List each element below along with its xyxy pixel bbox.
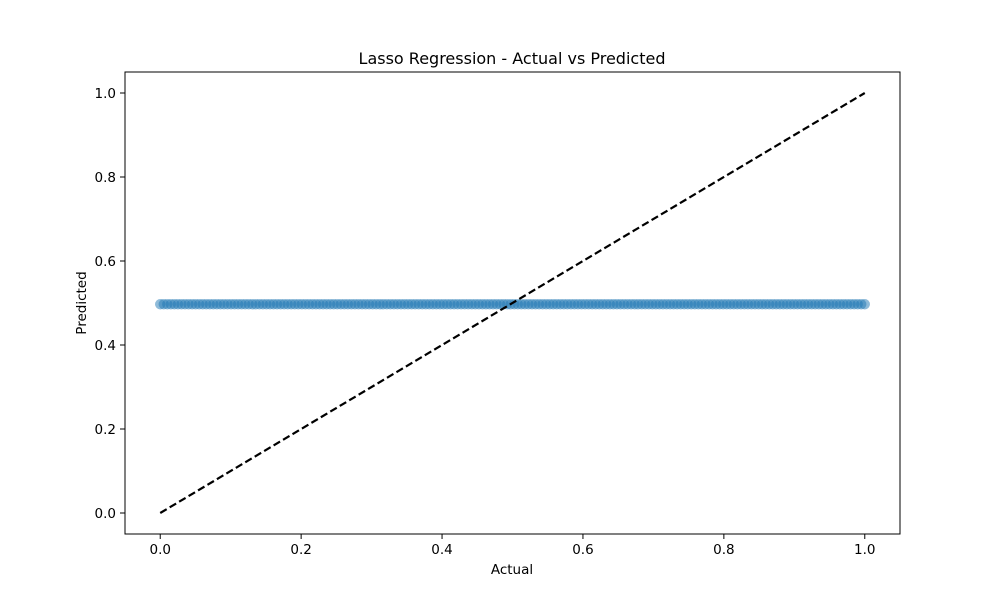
y-tick-label: 0.4 [95,338,116,354]
x-tick-label: 1.0 [854,542,875,558]
y-tick-label: 0.2 [95,422,116,438]
plot-area [155,92,870,514]
scatter-point [859,299,870,310]
x-tick-label: 0.2 [290,542,311,558]
y-tick-label: 1.0 [95,86,116,102]
x-axis-label: Actual [491,562,533,578]
x-tick-label: 0.6 [572,542,593,558]
y-tick-label: 0.6 [95,254,116,270]
y-axis-label: Predicted [74,271,90,334]
x-axis: 0.0 0.2 0.4 0.6 0.8 1.0 [149,534,876,558]
x-tick-label: 0.4 [431,542,452,558]
x-tick-label: 0.0 [149,542,170,558]
x-tick-label: 0.8 [713,542,734,558]
reference-line [159,92,866,514]
y-tick-label: 0.0 [95,506,116,522]
y-tick-label: 0.8 [95,170,116,186]
chart-title: Lasso Regression - Actual vs Predicted [359,49,666,68]
y-axis: 0.0 0.2 0.4 0.6 0.8 1.0 [95,86,125,522]
plot-frame [124,71,901,535]
